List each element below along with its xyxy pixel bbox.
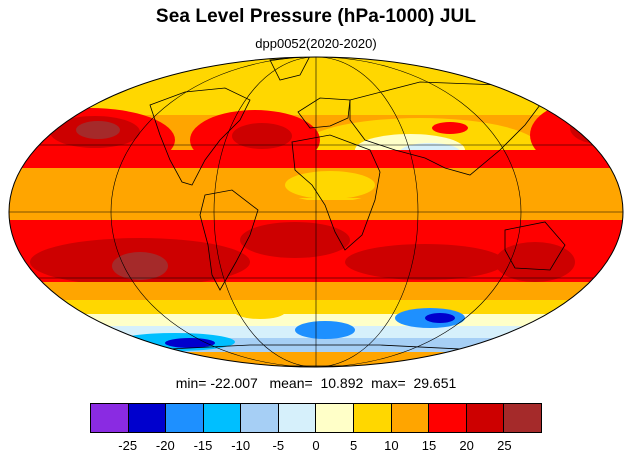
colorbar-tick-label: 25 <box>497 438 512 453</box>
colorbar <box>90 403 542 433</box>
south-america-outline <box>199 189 259 291</box>
colorbar-swatch <box>354 404 392 432</box>
colorbar-tick-label: 10 <box>384 438 399 453</box>
map-subtitle: dpp0052(2020-2020) <box>255 36 377 51</box>
colorbar-tick-label: -15 <box>193 438 213 453</box>
colorbar-tick-label: 20 <box>459 438 474 453</box>
colorbar-swatch <box>241 404 279 432</box>
africa-equatorial <box>285 171 375 199</box>
colorbar-tick-label: -5 <box>272 438 285 453</box>
colorbar-tick-label: 15 <box>421 438 437 453</box>
graticule <box>9 57 623 367</box>
australia-high <box>495 242 575 282</box>
south-atlantic-high <box>240 222 350 258</box>
statistics-line: min= -22.007 mean= 10.892 max= 29.651 <box>0 375 632 391</box>
colorbar-tick-label: -20 <box>155 438 175 453</box>
indian-ocean-low-core <box>425 313 455 323</box>
north-america-outline <box>149 87 251 186</box>
europe-outline <box>297 97 351 129</box>
azores-high-core <box>232 123 292 149</box>
colorbar-swatch <box>166 404 204 432</box>
colorbar-swatch <box>316 404 355 432</box>
mean-label: mean= <box>269 375 313 391</box>
south-atlantic-low <box>295 321 355 339</box>
australia-outline <box>504 221 566 271</box>
colorbar-swatch <box>504 404 541 432</box>
colorbar-swatch <box>391 404 430 432</box>
colorbar-tick-label: -10 <box>231 438 251 453</box>
max-value: 29.651 <box>413 375 457 391</box>
colorbar-swatch <box>429 404 467 432</box>
north-pacific-high-max <box>76 121 120 139</box>
min-value: -22.007 <box>210 375 258 391</box>
colorbar-tick-label: 5 <box>350 438 358 453</box>
mean-value: 10.892 <box>320 375 364 391</box>
south-indian-high <box>345 244 505 280</box>
colorbar-swatch <box>466 404 505 432</box>
colorbar-swatch <box>203 404 242 432</box>
colorbar-swatch <box>278 404 317 432</box>
south-pacific-high-max <box>112 252 168 280</box>
max-label: max= <box>371 375 406 391</box>
map-title: Sea Level Pressure (hPa-1000) JUL <box>155 6 477 27</box>
south-pacific-low-core <box>165 338 215 348</box>
colorbar-tick-label: -25 <box>118 438 138 453</box>
colorbar-swatch <box>91 404 129 432</box>
colorbar-tick-labels: -25 -20 -15 -10 -5 0 5 10 15 20 25 <box>0 438 632 454</box>
map-border <box>8 56 624 368</box>
himalaya-high <box>432 122 468 134</box>
colorbar-tick-label: 0 <box>312 438 320 453</box>
east-north-pacific-high-core <box>570 112 623 144</box>
colorbar-swatch <box>128 404 167 432</box>
min-label: min= <box>175 375 207 391</box>
africa-outline <box>291 134 381 251</box>
weddell-patch <box>235 305 285 319</box>
